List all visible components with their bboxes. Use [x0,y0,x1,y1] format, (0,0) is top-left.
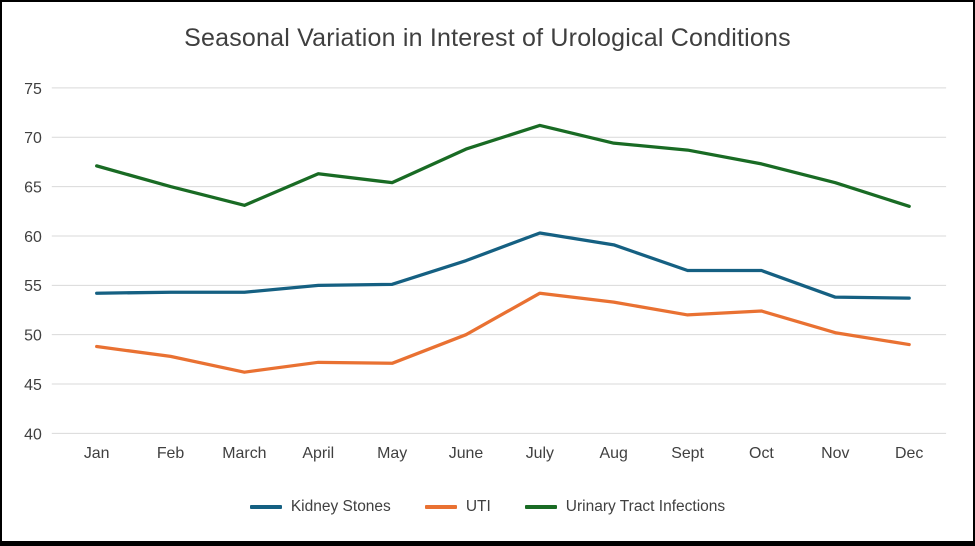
legend-item-kidney-stones: Kidney Stones [249,498,391,516]
legend-item-urinary-tract-infections: Urinary Tract Infections [524,498,726,516]
series-line-kidney-stones [95,231,911,300]
legend-item-uti: UTI [424,498,491,516]
y-axis-tick-label: 65 [24,180,42,197]
series-line-urinary-tract-infections [95,123,911,208]
legend-label: Urinary Tract Infections [565,498,726,515]
y-axis-tick-label: 50 [24,328,42,345]
x-axis-tick-label: June [449,445,484,462]
x-axis-tick-label: Sept [671,445,704,462]
x-axis-tick-label: Aug [600,445,628,462]
y-axis-tick-label: 40 [24,426,42,443]
legend-label: Kidney Stones [290,498,391,515]
y-axis-tick-label: 70 [24,130,42,147]
x-axis-tick-label: Nov [821,445,849,462]
x-axis-tick-label: July [526,445,554,462]
legend-line-swatch [424,505,457,509]
legend-line-swatch [524,505,557,509]
x-axis-tick-label: April [302,445,334,462]
x-axis-tick-label: Oct [749,445,774,462]
x-axis-tick-label: Dec [895,445,923,462]
chart-title: Seasonal Variation in Interest of Urolog… [184,24,791,52]
x-axis-tick-label: Jan [84,445,110,462]
legend-label: UTI [465,498,491,515]
x-axis-tick-label: May [377,445,407,462]
y-axis-tick-label: 75 [24,81,42,98]
y-axis-tick-label: 55 [24,278,42,295]
y-axis-tick-label: 45 [24,377,42,394]
legend: Kidney Stones UTI Urinary Tract Infectio… [2,498,973,516]
x-axis-tick-label: Feb [157,445,185,462]
y-axis-tick-label: 60 [24,229,42,246]
legend-line-swatch [249,505,282,509]
x-axis-tick-label: March [222,445,266,462]
series-line-uti [95,291,911,374]
